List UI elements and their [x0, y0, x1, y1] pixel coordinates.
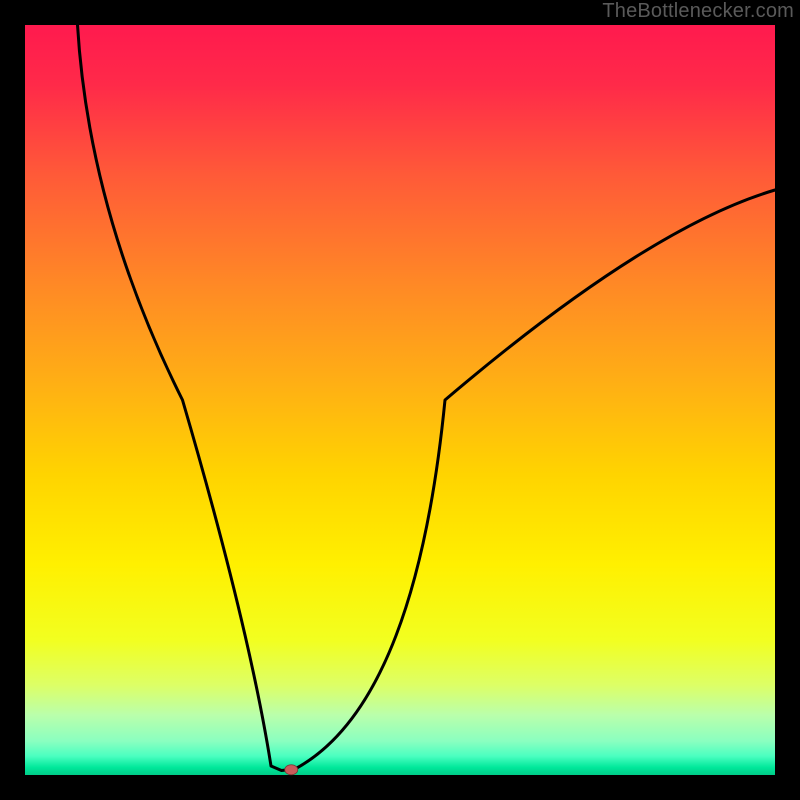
min-point-marker [285, 765, 298, 775]
plot-area [25, 25, 775, 775]
chart-svg [0, 0, 800, 800]
chart-container: TheBottlenecker.com [0, 0, 800, 800]
